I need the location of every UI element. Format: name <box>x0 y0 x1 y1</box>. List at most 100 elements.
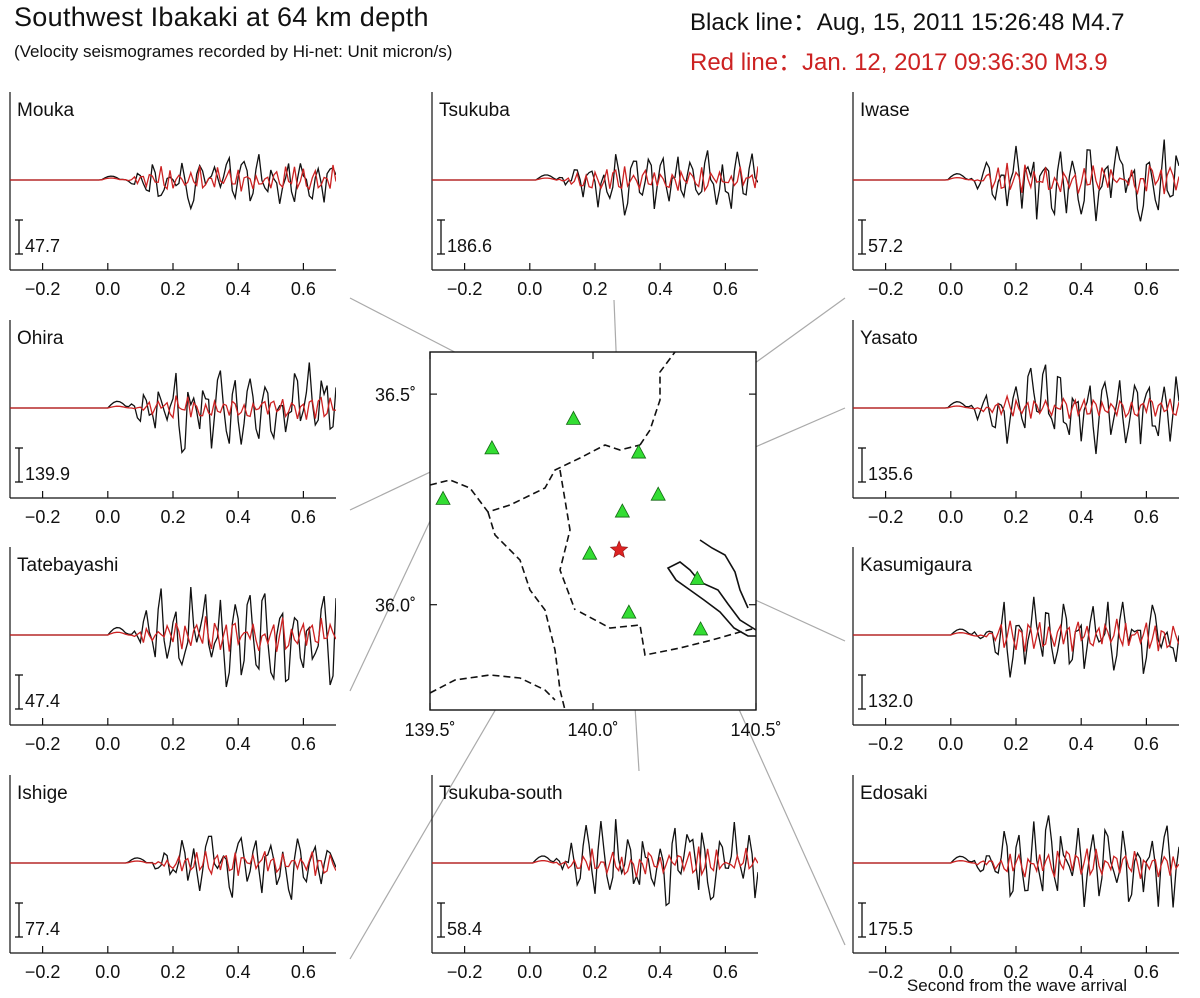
station-marker-ishige <box>582 545 598 560</box>
x-axis-label: Second from the wave arrival <box>907 976 1127 995</box>
legend-black-line: Black line：Aug, 15, 2011 15:26:48 M4.7 <box>690 9 1125 36</box>
station-name: Yasato <box>860 328 918 349</box>
scale-value-label: 58.4 <box>447 919 482 939</box>
x-tick-label: 0.0 <box>938 507 963 527</box>
scale-value-label: 132.0 <box>868 691 913 711</box>
red-trace <box>10 851 336 876</box>
x-tick-label: 0.0 <box>938 734 963 754</box>
map-frame <box>429 351 757 711</box>
scale-value-label: 57.2 <box>868 236 903 256</box>
x-tick-label: −0.2 <box>868 962 904 982</box>
prefecture-border <box>639 351 676 446</box>
x-tick-label: 0.2 <box>1003 279 1028 299</box>
x-tick-label: 0.6 <box>291 507 316 527</box>
lake-shoreline <box>699 539 749 609</box>
x-tick-label: 0.0 <box>938 279 963 299</box>
x-tick-label: −0.2 <box>868 507 904 527</box>
map-longitude-label: 139.5˚ <box>404 720 455 740</box>
station-name: Kasumigaura <box>860 555 972 576</box>
x-tick-label: −0.2 <box>868 734 904 754</box>
epicenter-star-icon <box>609 540 629 558</box>
map-longitude-label: 140.0˚ <box>567 720 618 740</box>
station-marker-kasumigaura <box>689 570 705 585</box>
scale-value-label: 47.7 <box>25 236 60 256</box>
prefecture-border <box>559 469 576 611</box>
x-tick-label: 0.0 <box>938 962 963 982</box>
x-tick-label: 0.6 <box>1134 507 1159 527</box>
x-tick-label: −0.2 <box>25 279 61 299</box>
scale-value-label: 175.5 <box>868 919 913 939</box>
scale-value-label: 47.4 <box>25 691 60 711</box>
station-name: Mouka <box>17 100 74 121</box>
prefecture-border <box>429 674 556 701</box>
station-marker-tsukuba-south <box>621 604 637 619</box>
x-tick-label: 0.6 <box>1134 962 1159 982</box>
x-tick-label: 0.2 <box>1003 962 1028 982</box>
red-trace <box>432 166 758 193</box>
red-trace <box>10 395 336 420</box>
x-tick-label: 0.6 <box>291 734 316 754</box>
red-trace <box>853 393 1179 419</box>
x-tick-label: 0.2 <box>160 734 185 754</box>
map-longitude-label: 140.5˚ <box>730 720 781 740</box>
x-tick-label: 0.6 <box>1134 279 1159 299</box>
x-tick-label: 0.2 <box>582 279 607 299</box>
seismogram-panel-tsukuba-south: Tsukuba-south 58.4 −0.2 0.0 0.2 0.4 0.6 <box>431 775 758 982</box>
black-trace <box>853 596 1179 678</box>
map-latitude-label: 36.5˚ <box>375 385 416 405</box>
x-tick-label: −0.2 <box>25 507 61 527</box>
seismogram-panel-iwase: Iwase 57.2 −0.2 0.0 0.2 0.4 0.6 <box>852 92 1179 299</box>
x-tick-label: 0.4 <box>1069 734 1094 754</box>
x-tick-label: 0.0 <box>517 962 542 982</box>
x-tick-label: 0.4 <box>226 734 251 754</box>
x-tick-label: 0.4 <box>648 279 673 299</box>
x-tick-label: 0.4 <box>1069 279 1094 299</box>
seismogram-panel-ishige: Ishige 77.4 −0.2 0.0 0.2 0.4 0.6 <box>9 775 336 982</box>
red-trace <box>853 848 1179 879</box>
scale-value-label: 135.6 <box>868 464 913 484</box>
x-tick-label: 0.2 <box>160 962 185 982</box>
x-tick-label: −0.2 <box>447 962 483 982</box>
seismogram-panel-mouka: Mouka 47.7 −0.2 0.0 0.2 0.4 0.6 <box>9 92 336 299</box>
station-marker-tsukuba <box>614 503 631 518</box>
lake-shoreline <box>666 561 757 637</box>
x-tick-label: 0.0 <box>95 507 120 527</box>
prefecture-border <box>579 611 757 656</box>
x-tick-label: 0.6 <box>713 279 738 299</box>
seismogram-panel-kasumigaura: Kasumigaura 132.0 −0.2 0.0 0.2 0.4 0.6 <box>852 547 1179 754</box>
x-tick-label: 0.2 <box>160 507 185 527</box>
x-tick-label: 0.0 <box>95 962 120 982</box>
page-subtitle: (Velocity seismogrames recorded by Hi-ne… <box>14 42 453 61</box>
red-trace <box>10 616 336 652</box>
seismogram-panel-edosaki: Edosaki 175.5 −0.2 0.0 0.2 0.4 0.6 <box>852 775 1179 982</box>
x-tick-label: 0.4 <box>226 962 251 982</box>
red-trace <box>853 618 1179 652</box>
station-name: Edosaki <box>860 783 928 804</box>
x-tick-label: −0.2 <box>868 279 904 299</box>
station-name: Tsukuba <box>439 100 510 121</box>
x-tick-label: 0.2 <box>1003 734 1028 754</box>
station-name: Tsukuba-south <box>439 783 563 804</box>
seismogram-panel-ohira: Ohira 139.9 −0.2 0.0 0.2 0.4 0.6 <box>9 320 336 527</box>
x-tick-label: 0.6 <box>713 962 738 982</box>
x-tick-label: −0.2 <box>447 279 483 299</box>
black-trace <box>432 819 758 907</box>
x-tick-label: 0.2 <box>1003 507 1028 527</box>
x-tick-label: 0.4 <box>648 962 673 982</box>
x-tick-label: 0.2 <box>582 962 607 982</box>
red-trace <box>10 164 336 192</box>
seismogram-panel-yasato: Yasato 135.6 −0.2 0.0 0.2 0.4 0.6 <box>852 320 1179 527</box>
seismogram-panel-tatebayashi: Tatebayashi 47.4 −0.2 0.0 0.2 0.4 0.6 <box>9 547 336 754</box>
station-marker-mouka <box>565 410 582 425</box>
scale-value-label: 77.4 <box>25 919 60 939</box>
x-tick-label: 0.2 <box>160 279 185 299</box>
station-name: Ishige <box>17 783 68 804</box>
x-tick-label: −0.2 <box>25 962 61 982</box>
x-tick-label: 0.4 <box>1069 507 1094 527</box>
station-name: Tatebayashi <box>17 555 118 576</box>
legend-red-line: Red line：Jan. 12, 2017 09:36:30 M3.9 <box>690 49 1108 76</box>
x-tick-label: 0.4 <box>226 507 251 527</box>
page-title: Southwest Ibakaki at 64 km depth <box>14 2 429 32</box>
x-tick-label: 0.0 <box>95 734 120 754</box>
